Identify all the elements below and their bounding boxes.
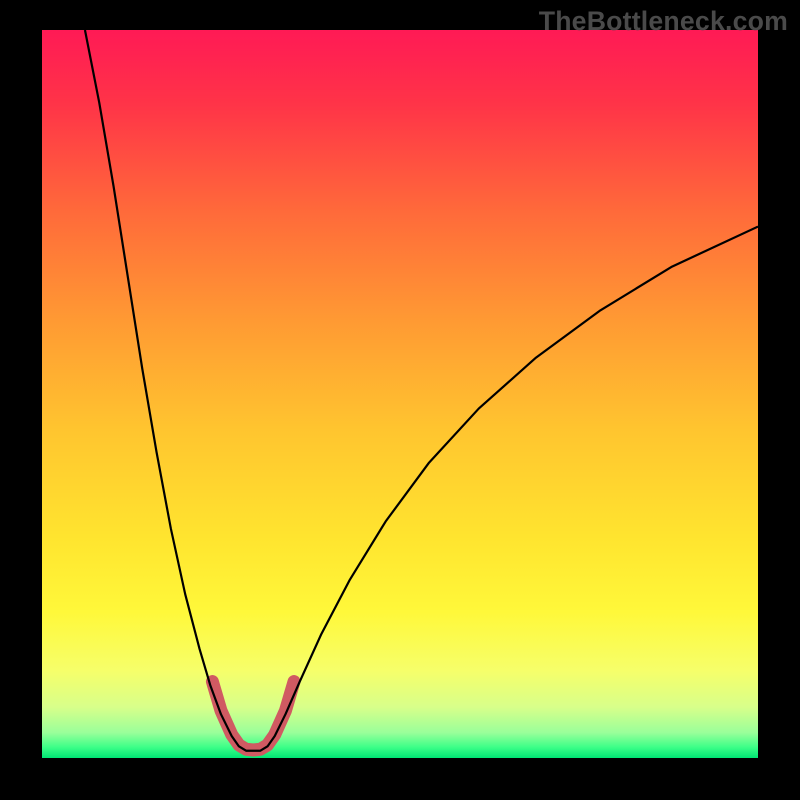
bottleneck-chart <box>42 30 758 758</box>
watermark-label: TheBottleneck.com <box>539 6 788 37</box>
chart-background <box>42 30 758 758</box>
